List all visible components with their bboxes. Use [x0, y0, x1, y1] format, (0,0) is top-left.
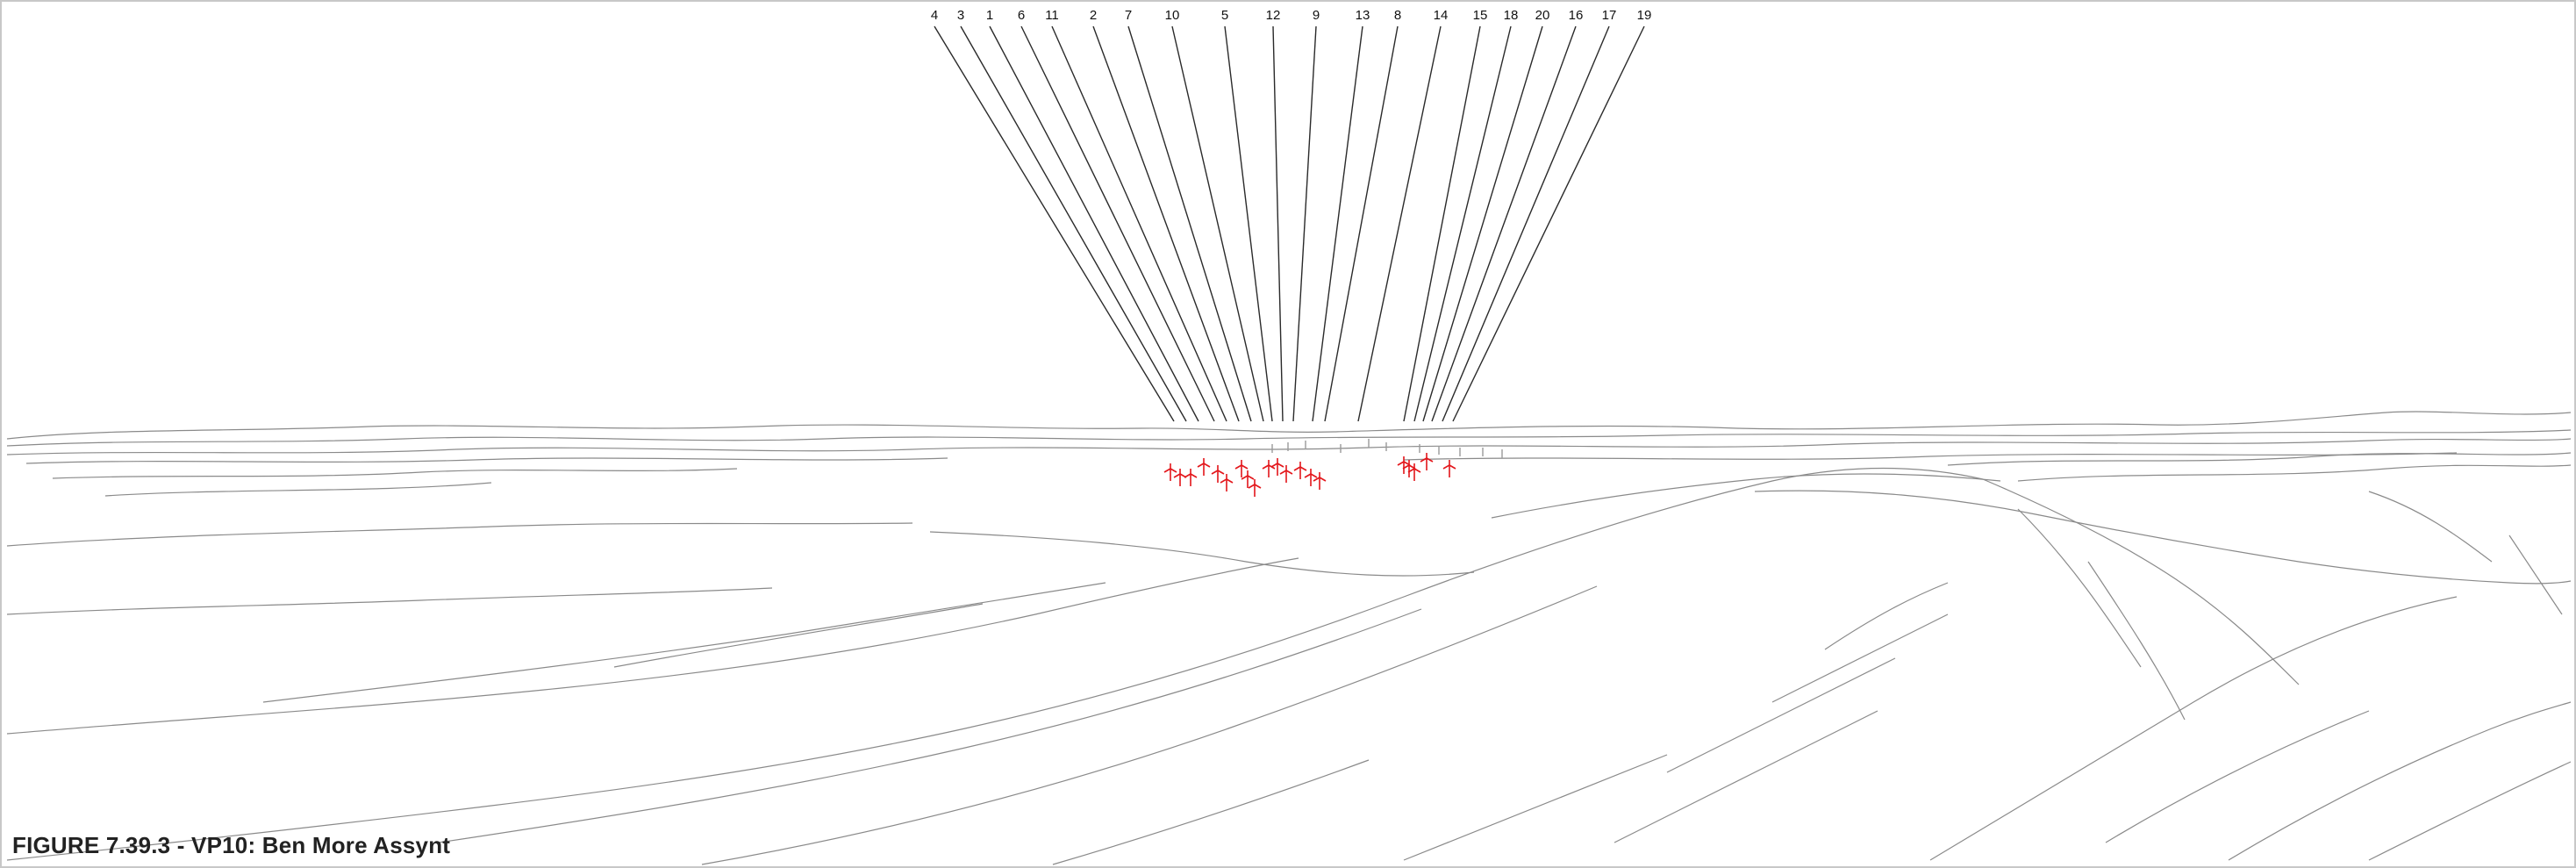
figure-caption: FIGURE 7.39.3 - VP10: Ben More Assynt [12, 832, 451, 858]
foreground-ridge [6, 467, 1984, 861]
turbine-label-10: 10 [1165, 8, 1180, 23]
turbine-label-11: 11 [1045, 8, 1059, 23]
turbine-icon-2 [1220, 474, 1234, 491]
turbine-number-labels: 4 3 1 6 11 2 7 10 5 12 9 13 8 14 15 18 20 16 17 19 [931, 8, 1652, 23]
turbine-label-20: 20 [1535, 8, 1550, 23]
leader-line-1 [989, 25, 1199, 422]
midground-slope [6, 522, 913, 547]
turbine-icon-17 [1420, 453, 1434, 470]
leader-line-12 [1272, 25, 1284, 422]
turbine-icon-13 [1279, 465, 1293, 483]
leader-line-13 [1312, 25, 1363, 422]
turbine-icon-7 [1234, 460, 1249, 477]
turbine-icon-6 [1197, 458, 1211, 476]
leader-line-11 [1051, 25, 1227, 422]
turbine-icon-1 [1184, 469, 1198, 486]
leader-line-8 [1324, 25, 1399, 422]
turbine-label-12: 12 [1266, 8, 1281, 23]
leader-line-7 [1127, 25, 1252, 422]
landscape-wireframe [6, 411, 2572, 865]
turbine-label-6: 6 [1018, 8, 1025, 23]
turbine-icon-14 [1304, 469, 1318, 486]
turbine-label-8: 8 [1394, 8, 1401, 23]
leader-line-16 [1431, 25, 1577, 422]
turbine-label-4: 4 [931, 8, 938, 23]
turbine-icon-5 [1248, 479, 1262, 497]
leader-line-18 [1413, 25, 1512, 422]
leader-line-15 [1403, 25, 1481, 422]
turbine-label-5: 5 [1221, 8, 1228, 23]
turbine-label-18: 18 [1504, 8, 1519, 23]
turbine-label-17: 17 [1602, 8, 1617, 23]
leader-line-5 [1224, 25, 1273, 422]
leader-line-4 [934, 25, 1175, 422]
turbine-icon-19 [1442, 460, 1456, 477]
leader-line-6 [1020, 25, 1215, 422]
turbine-label-19: 19 [1637, 8, 1652, 23]
turbine-leader-lines [934, 25, 1645, 422]
turbine-label-14: 14 [1434, 8, 1449, 23]
turbine-label-15: 15 [1473, 8, 1488, 23]
leader-line-19 [1452, 25, 1645, 422]
turbine-label-3: 3 [957, 8, 964, 23]
turbine-markers [1163, 439, 1503, 497]
turbine-icon-15 [1313, 472, 1327, 490]
turbine-icon-9 [1270, 458, 1284, 476]
leader-line-3 [960, 25, 1187, 422]
horizon-ridge [6, 411, 2572, 440]
turbine-icon-16 [1407, 463, 1421, 481]
leader-line-9 [1292, 25, 1317, 422]
leader-line-17 [1442, 25, 1610, 422]
turbine-icon-12 [1262, 460, 1276, 477]
turbine-label-1: 1 [986, 8, 993, 23]
leader-line-14 [1357, 25, 1442, 422]
turbine-label-9: 9 [1313, 8, 1320, 23]
turbine-icon-8 [1293, 462, 1307, 479]
turbine-icon-4 [1163, 463, 1177, 481]
turbine-label-13: 13 [1356, 8, 1370, 23]
leader-line-2 [1092, 25, 1240, 422]
turbine-label-2: 2 [1090, 8, 1097, 23]
turbine-icon-11 [1211, 465, 1225, 483]
turbine-label-16: 16 [1569, 8, 1584, 23]
turbine-icon-10 [1241, 470, 1255, 488]
leader-line-10 [1171, 25, 1264, 422]
leader-line-20 [1422, 25, 1543, 422]
turbine-label-7: 7 [1125, 8, 1132, 23]
